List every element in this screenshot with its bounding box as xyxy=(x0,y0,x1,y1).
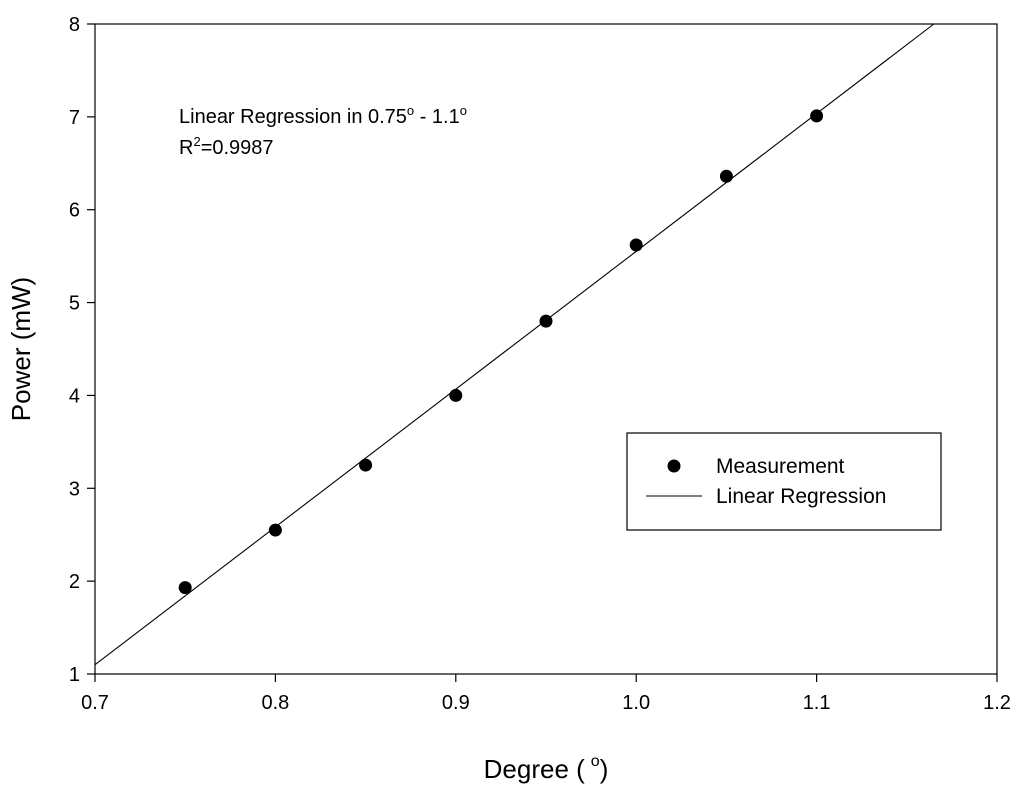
y-axis-title: Power (mW) xyxy=(6,277,36,421)
y-tick-label: 2 xyxy=(69,571,80,593)
legend-box xyxy=(626,432,942,531)
data-point xyxy=(810,109,824,123)
data-point xyxy=(268,523,282,537)
y-tick-label: 4 xyxy=(69,385,80,407)
annotation-line-1: Linear Regression in 0.75o - 1.1o xyxy=(179,103,467,128)
y-tick-label: 8 xyxy=(69,14,80,36)
y-tick-labels: 1 2 3 4 5 6 7 8 xyxy=(69,14,80,686)
x-tick-label: 0.8 xyxy=(261,692,289,714)
y-tick-label: 1 xyxy=(69,664,80,686)
legend-label-measurement: Measurement xyxy=(716,455,845,478)
regression-line xyxy=(94,23,935,666)
x-tick-label: 1.0 xyxy=(622,692,650,714)
x-tick-label: 0.9 xyxy=(442,692,470,714)
data-point xyxy=(449,388,463,402)
y-tick-label: 7 xyxy=(69,107,80,129)
y-tick-label: 6 xyxy=(69,200,80,222)
x-tick-label: 1.2 xyxy=(983,692,1011,714)
legend: Measurement Linear Regression xyxy=(626,432,942,531)
x-tick-label: 0.7 xyxy=(81,692,109,714)
data-point xyxy=(359,458,373,472)
plot-frame xyxy=(94,23,998,675)
regression-lines xyxy=(94,23,935,666)
measurement-points xyxy=(178,109,824,595)
annotation-line-2: R2=0.9987 xyxy=(179,134,274,159)
y-tick-label: 3 xyxy=(69,478,80,500)
data-point xyxy=(539,314,553,328)
x-tick-labels: 0.7 0.8 0.9 1.0 1.1 1.2 xyxy=(81,692,1011,714)
axis-ticks xyxy=(87,23,998,682)
x-tick-label: 1.1 xyxy=(803,692,831,714)
legend-marker-measurement xyxy=(667,459,681,473)
x-axis-title: Degree (o) xyxy=(484,753,609,784)
legend-label-linear-regression: Linear Regression xyxy=(716,485,886,508)
data-point xyxy=(629,238,643,252)
data-point xyxy=(719,169,733,183)
y-tick-label: 5 xyxy=(69,293,80,315)
data-point xyxy=(178,581,192,595)
